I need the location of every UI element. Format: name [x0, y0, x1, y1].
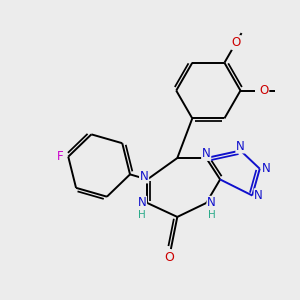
Text: N: N — [138, 196, 146, 209]
Text: N: N — [207, 196, 216, 209]
Text: N: N — [262, 162, 271, 175]
Text: O: O — [164, 251, 174, 264]
Text: N: N — [140, 170, 148, 183]
Text: F: F — [56, 150, 63, 163]
Text: N: N — [202, 147, 211, 160]
Text: N: N — [236, 140, 245, 153]
Text: H: H — [208, 210, 215, 220]
Text: O: O — [232, 36, 241, 49]
Text: O: O — [260, 84, 269, 97]
Text: H: H — [138, 210, 146, 220]
Text: N: N — [254, 189, 263, 202]
